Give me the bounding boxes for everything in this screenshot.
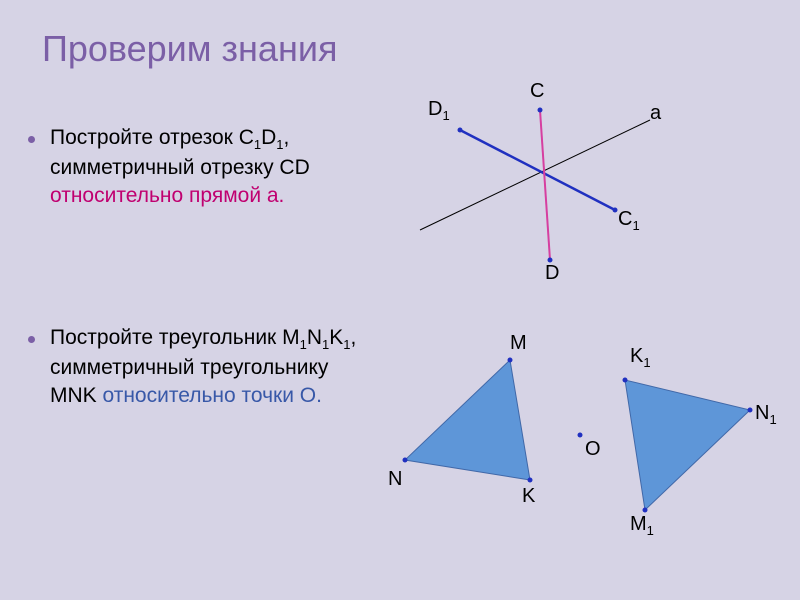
task1-mid1: D [261,126,276,149]
label-K1-sub: 1 [643,355,650,370]
task2-highlight: относительно точки О. [103,384,322,407]
slide-title: Проверим знания [42,28,337,70]
line-a [420,120,650,230]
label-D1-main: D [428,98,442,120]
task2-mid1: N [307,326,322,349]
label-M1-main: M [630,513,647,535]
triangle-m1n1k1 [625,380,750,510]
label-K1: K1 [630,345,651,370]
task1-highlight: относительно прямой а. [50,184,284,207]
label-C: С [530,80,544,103]
bullet-icon [28,336,35,343]
label-a: а [650,102,661,125]
segment-cd [540,110,550,260]
label-C1: C1 [618,208,640,233]
label-N: N [388,468,402,491]
label-K: K [522,485,535,508]
label-D1-sub: 1 [442,108,449,123]
diagram2-svg [370,330,790,560]
task-1-text: Постройте отрезок С1D1, симметричный отр… [50,124,380,210]
task1-sub2: 1 [276,137,283,152]
label-D: D [545,262,559,285]
task2-mid2: K [329,326,343,349]
label-M: M [510,332,527,355]
task2-sub1: 1 [300,337,307,352]
task1-prefix: Постройте отрезок С [50,126,254,149]
label-O: O [585,438,601,461]
label-C1-main: C [618,208,632,230]
diagram-symmetry-point: M N K O K1 N1 M1 [370,330,790,560]
label-N1-sub: 1 [769,412,776,427]
label-N1-main: N [755,402,769,424]
segment-c1d1 [460,130,615,210]
label-M1: M1 [630,513,654,538]
bullet-icon [28,136,35,143]
point-O [578,433,583,438]
label-K1-main: K [630,345,643,367]
label-M1-sub: 1 [647,523,654,538]
triangle-mnk [405,360,530,480]
diagram-symmetry-line: С D D1 C1 а [400,80,720,300]
label-D1: D1 [428,98,450,123]
diagram1-points [458,108,618,263]
label-C1-sub: 1 [632,218,639,233]
label-N1: N1 [755,402,777,427]
task2-prefix: Постройте треугольник M [50,326,300,349]
task-2-text: Постройте треугольник M1N1K1, симметричн… [50,324,380,410]
